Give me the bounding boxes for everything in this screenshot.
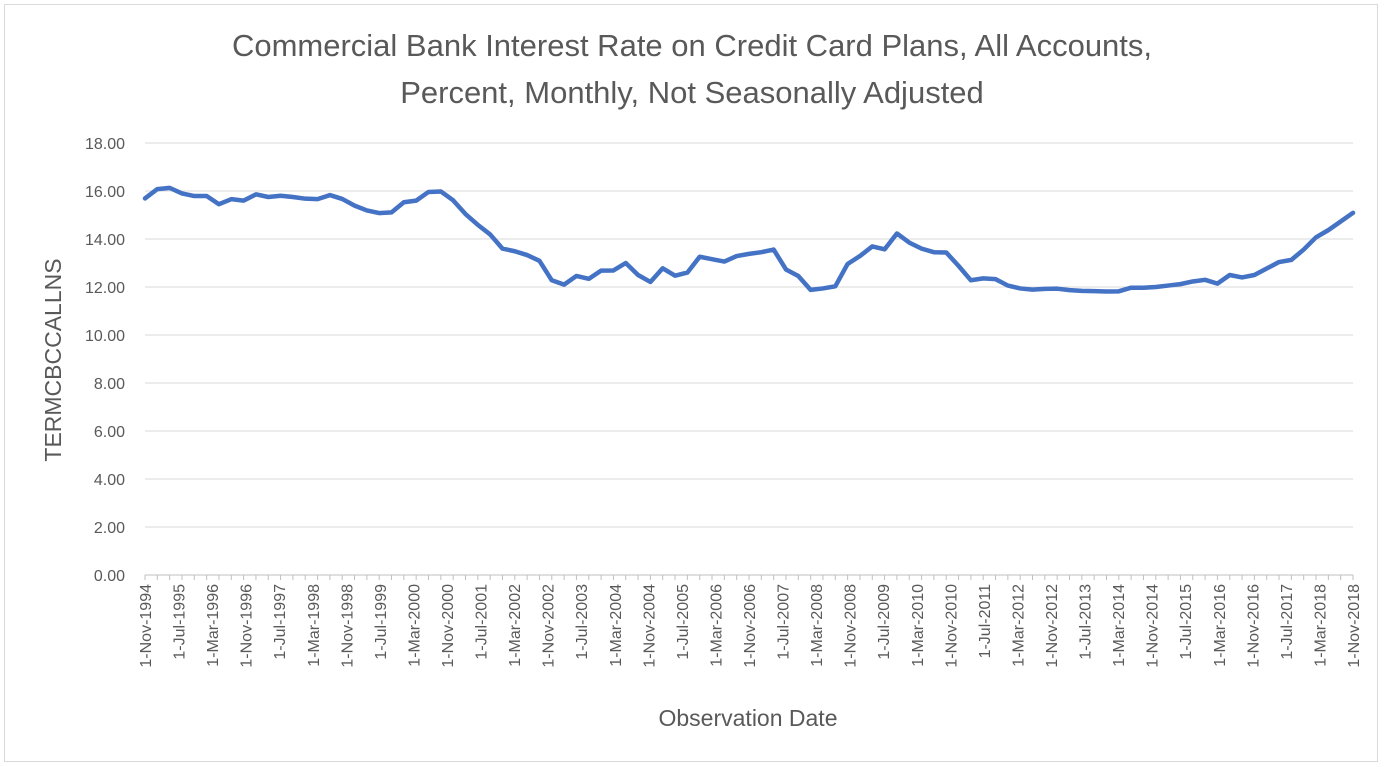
x-tick-label: 1-Nov-2014 <box>1145 584 1162 668</box>
x-tick-label: 1-Nov-1996 <box>239 584 256 668</box>
x-tick-label: 1-Nov-2008 <box>843 584 860 668</box>
x-tick-label: 1-Nov-2012 <box>1044 584 1061 668</box>
y-tick-label: 0.00 <box>94 568 125 585</box>
x-tick-label: 1-Mar-2010 <box>910 584 927 667</box>
y-tick-label: 10.00 <box>85 328 125 345</box>
x-tick-label: 1-Mar-2014 <box>1111 584 1128 667</box>
x-tick-label: 1-Mar-2002 <box>507 584 524 667</box>
x-tick-label: 1-Mar-1996 <box>205 584 222 667</box>
x-tick-label: 1-Mar-2004 <box>608 584 625 667</box>
x-tick-label: 1-Jul-1997 <box>272 584 289 660</box>
series-line-termcbccallns <box>142 185 1356 294</box>
x-tick-label: 1-Jul-2005 <box>675 584 692 660</box>
x-tick-label: 1-Nov-1994 <box>138 584 155 668</box>
x-axis-tick-labels: 1-Nov-1994 1-Jul-1995 1-Mar-1996 1-Nov-1996… <box>138 584 1363 668</box>
x-tick-label: 1-Nov-2010 <box>943 584 960 668</box>
x-tick-label: 1-Mar-2008 <box>809 584 826 667</box>
y-axis-title: TERMCBCCALLNS <box>40 258 66 461</box>
y-tick-label: 6.00 <box>94 424 125 441</box>
x-tick-label: 1-Jul-2007 <box>776 584 793 660</box>
x-tick-label: 1-Jul-2003 <box>574 584 591 660</box>
x-tick-label: 1-Mar-2018 <box>1312 584 1329 667</box>
chart-title-line-2: Percent, Monthly, Not Seasonally Adjuste… <box>400 75 984 110</box>
x-tick-label: 1-Mar-1998 <box>306 584 323 667</box>
gridlines <box>145 142 1353 528</box>
x-tick-label: 1-Nov-2006 <box>742 584 759 668</box>
x-tick-label: 1-Jul-2015 <box>1178 584 1195 660</box>
y-axis-tick-labels: 0.00 2.00 4.00 6.00 8.00 10.00 12.00 14.00 16.00… <box>85 136 125 585</box>
x-tick-label: 1-Jul-1995 <box>172 584 189 660</box>
x-tick-label: 1-Jul-2011 <box>977 584 994 659</box>
x-tick-label: 1-Nov-2000 <box>440 584 457 668</box>
chart-title-line-1: Commercial Bank Interest Rate on Credit … <box>232 28 1152 63</box>
x-tick-label: 1-Nov-2016 <box>1245 584 1262 668</box>
y-tick-label: 18.00 <box>85 136 125 153</box>
x-tick-label: 1-Nov-1998 <box>339 584 356 668</box>
x-tick-label: 1-Jul-2013 <box>1078 584 1095 660</box>
x-tick-label: 1-Nov-2002 <box>541 584 558 668</box>
x-tick-label: 1-Jul-1999 <box>373 584 390 660</box>
y-tick-label: 2.00 <box>94 520 125 537</box>
y-tick-label: 4.00 <box>94 472 125 489</box>
y-tick-label: 8.00 <box>94 376 125 393</box>
x-tick-label: 1-Mar-2006 <box>708 584 725 667</box>
x-tick-label: 1-Jul-2001 <box>474 584 491 660</box>
x-tick-label: 1-Mar-2012 <box>1010 584 1027 667</box>
x-tick-label: 1-Jul-2017 <box>1279 584 1296 660</box>
x-tick-label: 1-Mar-2016 <box>1212 584 1229 667</box>
y-tick-label: 12.00 <box>85 280 125 297</box>
x-tick-label: 1-Nov-2004 <box>641 584 658 668</box>
x-axis-title: Observation Date <box>659 705 838 731</box>
x-tick-label: 1-Nov-2018 <box>1346 584 1363 668</box>
y-tick-label: 16.00 <box>85 184 125 201</box>
x-axis <box>144 574 1354 580</box>
x-tick-label: 1-Jul-2009 <box>876 584 893 660</box>
x-tick-label: 1-Mar-2000 <box>406 584 423 667</box>
y-tick-label: 14.00 <box>85 232 125 249</box>
